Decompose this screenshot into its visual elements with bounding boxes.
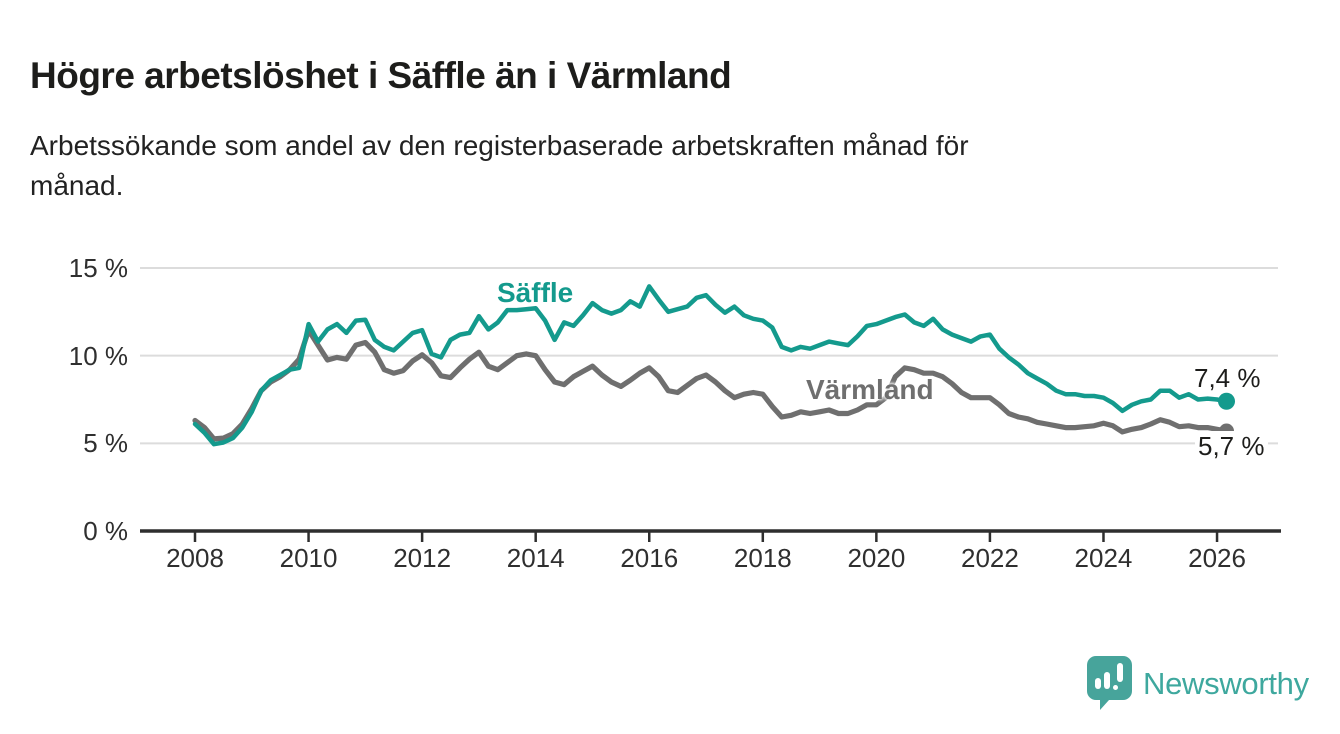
page-title: Högre arbetslöshet i Säffle än i Värmlan… — [30, 54, 732, 96]
x-axis-label-2014: 2014 — [506, 543, 565, 573]
y-axis-label-15: 15 % — [68, 253, 128, 283]
subtitle-line-2: månad. — [30, 169, 124, 201]
x-axis-label-2026: 2026 — [1188, 543, 1246, 573]
newsworthy-wordmark: Newsworthy — [1143, 666, 1309, 701]
series-label-varmland: Värmland — [806, 374, 934, 405]
end-value-label-varmland: 5,7 % — [1195, 431, 1268, 461]
x-axis-label-2022: 2022 — [960, 543, 1019, 573]
series-line-värmland — [192, 327, 1230, 442]
end-value-label-saffle: 7,4 % — [1194, 363, 1261, 393]
x-axis-label-2010: 2010 — [279, 543, 338, 573]
y-axis-label-0: 0 % — [83, 516, 128, 546]
x-axis-label-2020: 2020 — [847, 543, 906, 573]
newsworthy-logo: Newsworthy — [1086, 655, 1309, 711]
x-axis-label-2024: 2024 — [1074, 543, 1133, 573]
x-axis-label-2018: 2018 — [733, 543, 792, 573]
series-end-dot-säffle — [1218, 392, 1236, 410]
x-axis-label-2016: 2016 — [620, 543, 679, 573]
series-line-säffle — [192, 284, 1229, 447]
subtitle-line-1: Arbetssökande som andel av den registerb… — [30, 130, 969, 161]
series-label-saffle: Säffle — [497, 277, 574, 308]
newsworthy-logo-icon — [1087, 656, 1132, 710]
y-axis-label-5: 5 % — [83, 428, 128, 459]
x-axis-label-2008: 2008 — [166, 543, 224, 573]
x-axis-label-2012: 2012 — [393, 543, 452, 573]
y-axis-label-10: 10 % — [68, 340, 128, 371]
chart-subtitle: Arbetssökande som andel av den registerb… — [30, 126, 1260, 206]
